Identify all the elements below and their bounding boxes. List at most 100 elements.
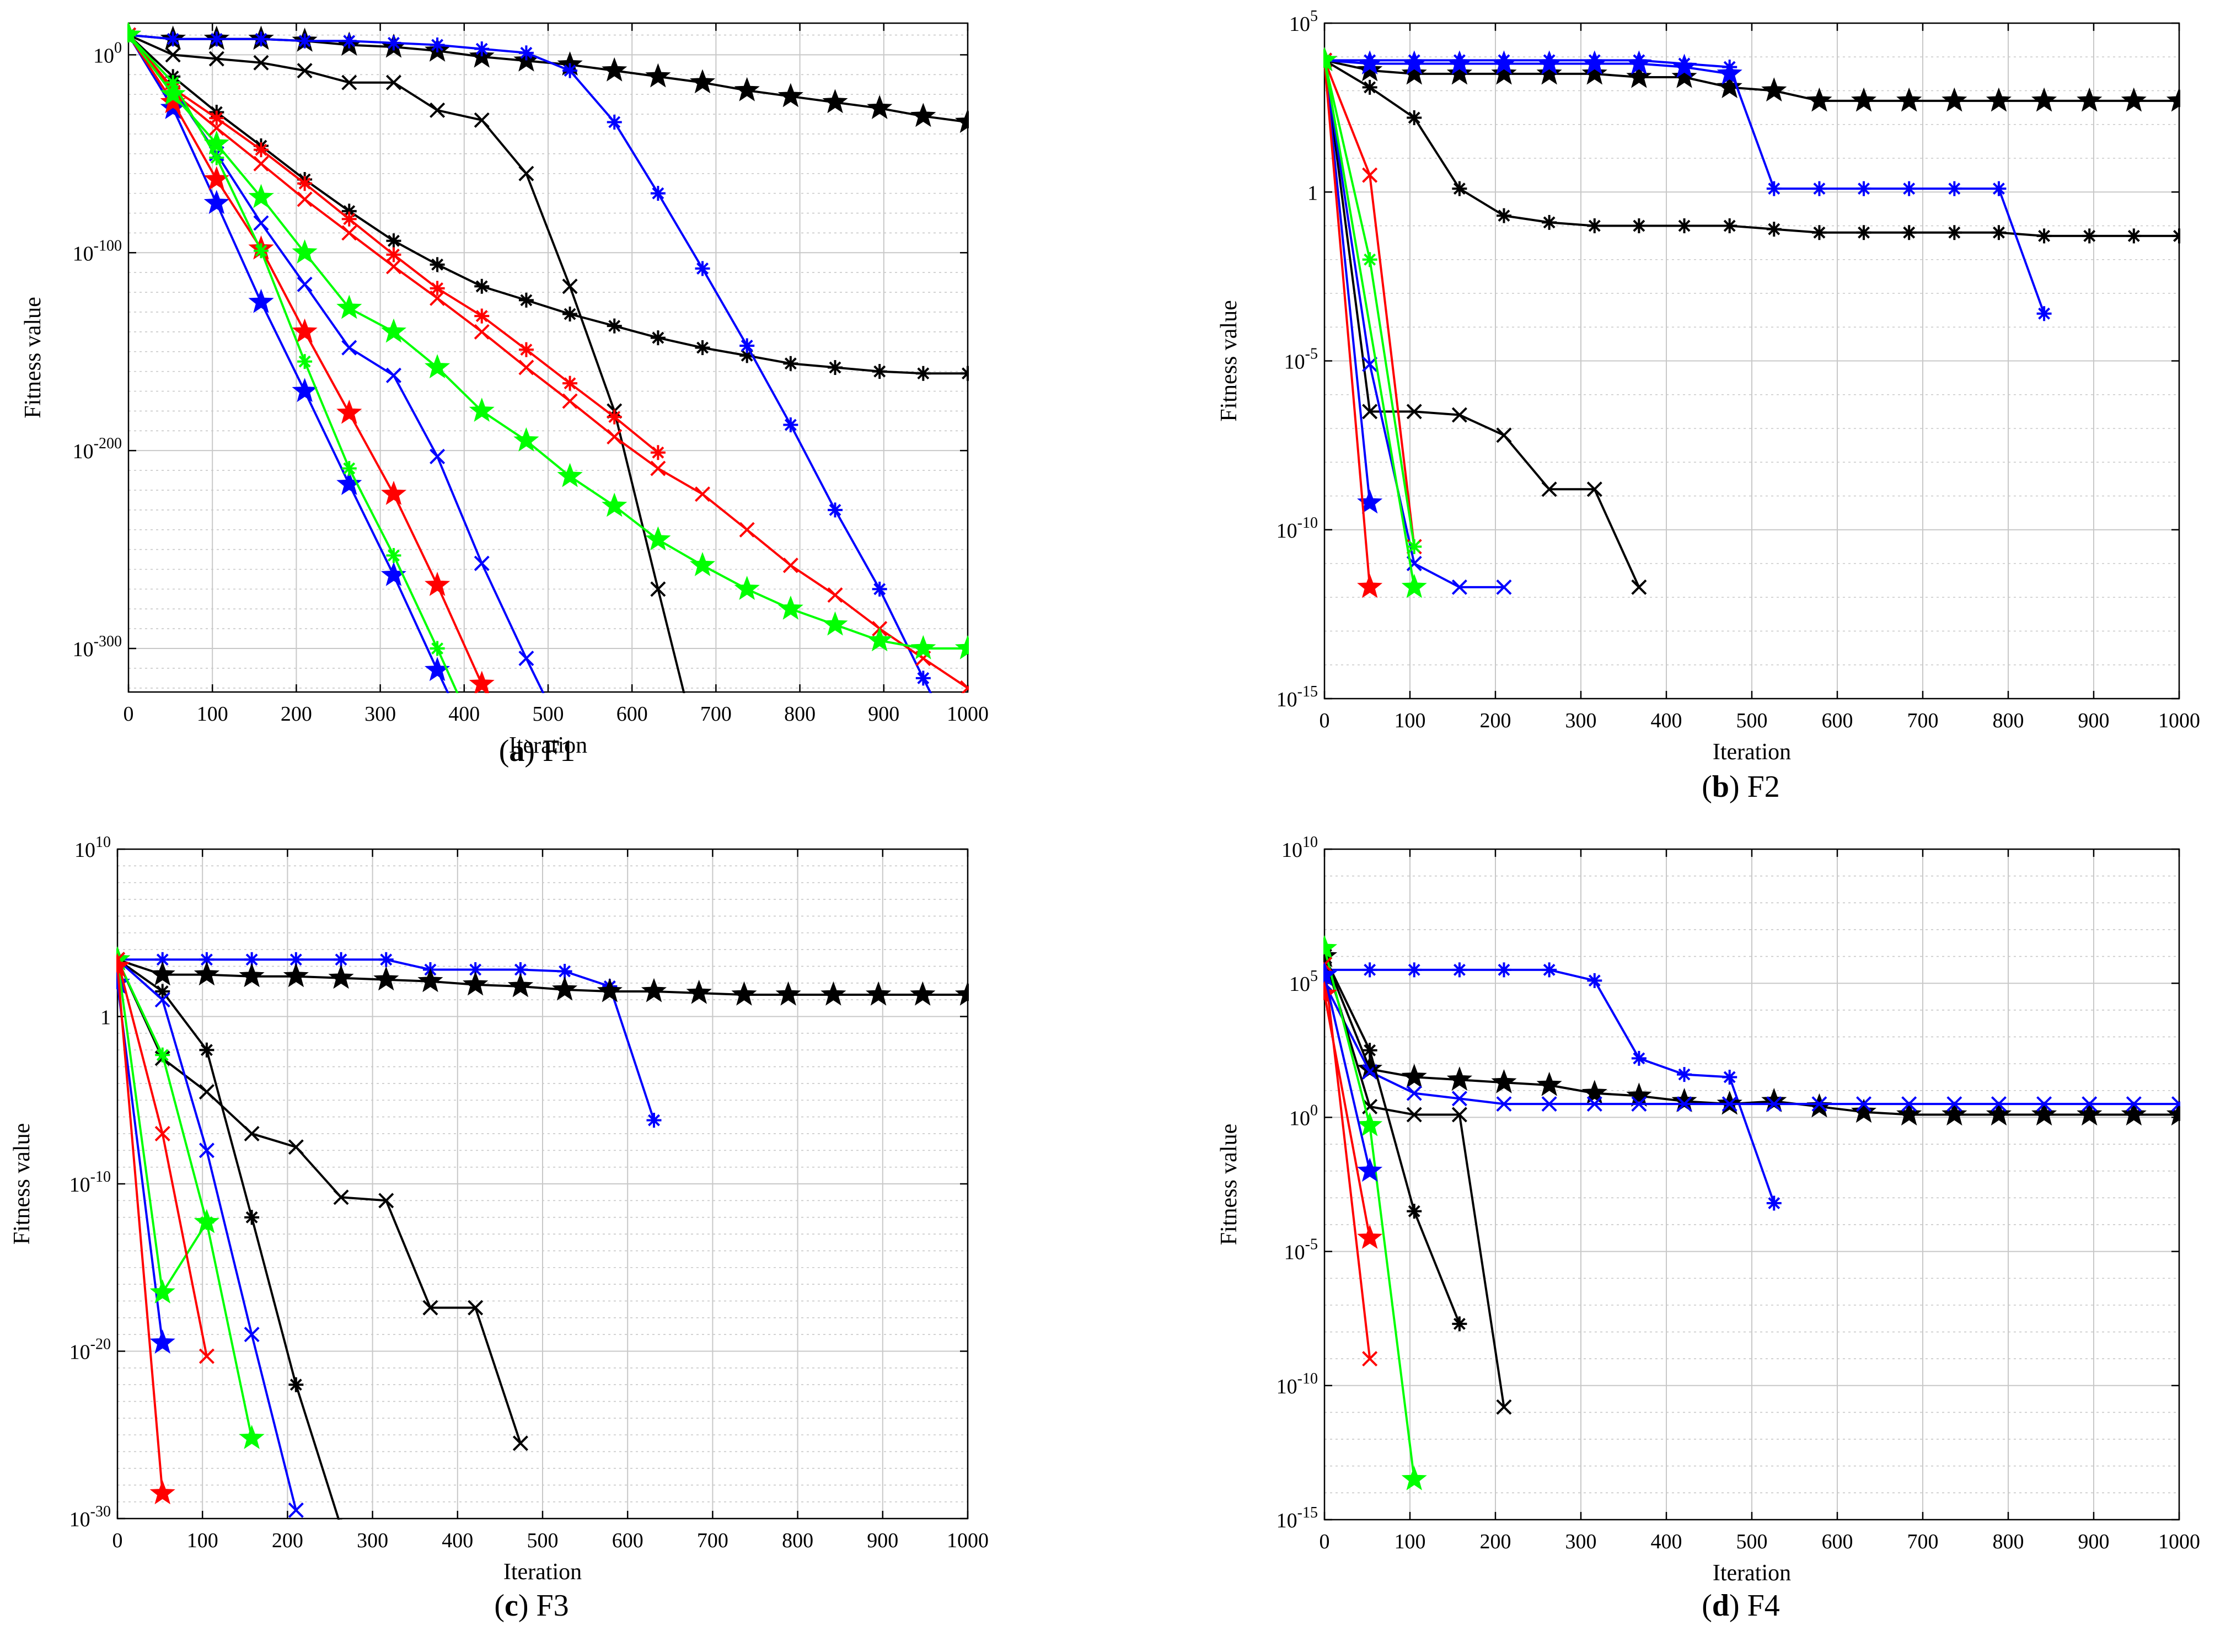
data-point bbox=[1357, 57, 1383, 82]
y-tick-label: 1010 bbox=[74, 834, 111, 862]
data-point bbox=[127, 28, 136, 43]
x-tick-label: 600 bbox=[616, 702, 648, 726]
y-tick-base: 10 bbox=[1284, 351, 1305, 374]
caption-function: F1 bbox=[543, 734, 575, 768]
data-point bbox=[1323, 962, 1338, 986]
data-point bbox=[1406, 404, 1422, 420]
x-axis-label: Iteration bbox=[509, 733, 587, 758]
series-blue-star bbox=[1323, 962, 1383, 1182]
data-point bbox=[1362, 1351, 1378, 1367]
data-point bbox=[425, 657, 450, 682]
data-point bbox=[690, 69, 716, 94]
series-black-x bbox=[1323, 52, 1647, 595]
series-line bbox=[127, 34, 459, 693]
data-point bbox=[244, 1327, 260, 1343]
data-point bbox=[961, 760, 975, 775]
series-line bbox=[1324, 59, 1730, 75]
data-point bbox=[734, 77, 760, 101]
x-tick-label: 100 bbox=[1395, 709, 1426, 732]
data-point bbox=[155, 1047, 170, 1063]
x-tick-label: 300 bbox=[1565, 709, 1597, 732]
data-point bbox=[1901, 181, 1917, 196]
data-point bbox=[740, 925, 754, 938]
data-point bbox=[607, 114, 622, 130]
series-black-x bbox=[116, 952, 528, 1451]
data-point bbox=[2171, 1096, 2180, 1112]
panel-caption: (d) F4 bbox=[1702, 1589, 1780, 1623]
data-point bbox=[1991, 225, 2007, 240]
data-point bbox=[1986, 1101, 2012, 1126]
data-point bbox=[777, 83, 803, 108]
y-tick-label: 100 bbox=[1289, 1102, 1318, 1130]
series-blue-asterisk bbox=[1323, 52, 2052, 321]
data-point bbox=[650, 445, 666, 460]
data-point bbox=[248, 184, 274, 208]
data-point bbox=[516, 766, 537, 787]
data-point bbox=[1323, 935, 1338, 959]
data-point bbox=[783, 1379, 798, 1394]
data-point bbox=[1357, 1055, 1383, 1080]
y-tick-label: 1 bbox=[100, 1006, 111, 1029]
data-point bbox=[239, 1425, 265, 1450]
data-point bbox=[783, 356, 798, 371]
data-point bbox=[2031, 1101, 2057, 1126]
data-point bbox=[253, 243, 269, 259]
x-tick-label: 900 bbox=[867, 1529, 898, 1552]
x-tick-label: 800 bbox=[1993, 709, 2024, 732]
y-tick-exponent: 0 bbox=[114, 39, 122, 56]
data-point bbox=[1323, 52, 1332, 68]
caption-paren-open: ( bbox=[499, 734, 509, 768]
data-point bbox=[1407, 539, 1422, 554]
x-tick-label: 300 bbox=[1565, 1530, 1597, 1553]
data-point bbox=[650, 581, 666, 597]
data-point bbox=[1806, 1093, 1832, 1118]
x-tick-label: 100 bbox=[197, 702, 228, 726]
data-point bbox=[513, 427, 539, 452]
data-point bbox=[253, 215, 269, 231]
data-point bbox=[1581, 60, 1607, 85]
data-point bbox=[1496, 1399, 1512, 1415]
data-point bbox=[518, 650, 534, 667]
series-line bbox=[116, 959, 522, 1444]
series-blue-asterisk bbox=[116, 952, 662, 1128]
data-point bbox=[519, 839, 534, 854]
series-line bbox=[116, 966, 164, 1494]
data-point bbox=[518, 45, 534, 61]
x-tick-label: 800 bbox=[1993, 1530, 2024, 1553]
x-tick-label: 400 bbox=[1651, 709, 1682, 732]
data-point bbox=[518, 292, 534, 308]
data-point bbox=[866, 981, 892, 1006]
data-point bbox=[474, 41, 490, 57]
data-point bbox=[203, 190, 229, 214]
data-point bbox=[474, 324, 490, 340]
x-tick-label: 200 bbox=[281, 702, 312, 726]
data-point bbox=[334, 952, 349, 967]
data-point bbox=[557, 463, 583, 487]
series-line bbox=[116, 958, 340, 1520]
panel-caption: (b) F2 bbox=[1702, 770, 1780, 804]
x-tick-label: 500 bbox=[527, 1529, 559, 1552]
panel-c: 0 100 200 300 400 500 600 700 800 900 10001010110-… bbox=[9, 834, 989, 1623]
data-point bbox=[1401, 60, 1427, 85]
y-tick-exponent: -5 bbox=[1305, 1236, 1318, 1253]
data-point bbox=[386, 548, 401, 563]
data-point bbox=[557, 964, 572, 979]
x-tick-label: 1000 bbox=[947, 702, 989, 726]
y-tick-label: 105 bbox=[1289, 8, 1318, 36]
data-point bbox=[1811, 225, 1827, 240]
y-tick-base: 10 bbox=[1289, 973, 1310, 996]
data-point bbox=[1671, 63, 1697, 88]
data-point bbox=[199, 1084, 214, 1100]
data-point bbox=[1406, 1085, 1422, 1101]
data-point bbox=[1497, 208, 1511, 223]
series-blue-x bbox=[127, 27, 545, 693]
data-point bbox=[604, 924, 625, 945]
y-axis-label: Fitness value bbox=[1216, 300, 1242, 421]
data-point bbox=[469, 398, 495, 422]
x-tick-label: 800 bbox=[782, 1529, 813, 1552]
data-point bbox=[1357, 1225, 1383, 1249]
series-line bbox=[1323, 60, 1371, 503]
data-point bbox=[1542, 214, 1557, 230]
data-point bbox=[686, 979, 712, 1004]
data-point bbox=[244, 1210, 260, 1225]
